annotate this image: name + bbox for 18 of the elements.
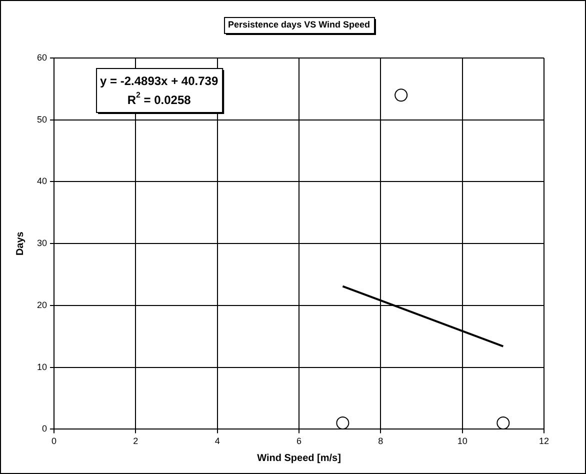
x-tick-label: 8 (378, 436, 384, 446)
x-tick-label: 4 (214, 436, 220, 446)
annotation: y = -2.4893x + 40.739 (100, 74, 218, 88)
x-axis-title: Wind Speed [m/s] (257, 452, 341, 464)
y-tick-label: 40 (36, 176, 48, 186)
x-tick-label: 0 (52, 436, 57, 446)
y-tick-label: 20 (36, 300, 48, 310)
y-tick-label: 60 (36, 52, 48, 62)
x-tick-label: 2 (133, 436, 138, 446)
x-tick-label: 6 (296, 436, 302, 446)
y-tick-label: 10 (36, 362, 48, 372)
x-tick-label: 10 (457, 436, 468, 446)
y-axis-title: Days (14, 231, 26, 256)
y-tick-label: 50 (36, 114, 48, 124)
chart-title: Persistence days VS Wind Speed (228, 19, 370, 30)
x-tick-label: 12 (538, 436, 550, 446)
y-tick-label: 30 (36, 238, 48, 248)
y-tick-label: 0 (42, 424, 48, 434)
